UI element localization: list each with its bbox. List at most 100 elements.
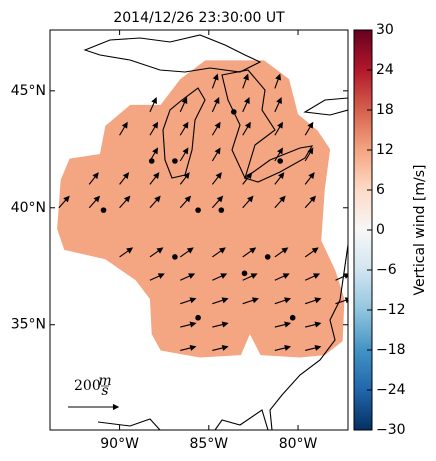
wind-vector: [179, 147, 189, 162]
wind-vector: [149, 121, 159, 136]
colorbar-label: Vertical wind [m/s]: [412, 165, 428, 296]
wind-vector: [149, 96, 157, 113]
x-tick-label: 85°W: [189, 436, 228, 452]
wind-vector: [180, 273, 196, 281]
wind-vector: [149, 247, 164, 258]
wind-vector: [179, 195, 192, 209]
station: [195, 207, 201, 213]
colorbar-tick-label: −24: [376, 382, 406, 398]
x-tick-label: 90°W: [100, 436, 139, 452]
station: [148, 158, 155, 164]
wind-vector: [304, 147, 314, 162]
wind-vector: [212, 297, 229, 305]
wind-vector: [211, 172, 222, 185]
wind-vector: [212, 273, 228, 281]
colorbar-tick-label: −12: [376, 302, 406, 318]
wind-vector: [88, 172, 99, 185]
wind-vector: [304, 247, 319, 258]
colorbar-tick-label: 18: [376, 102, 394, 118]
wind-vector: [212, 247, 226, 258]
wind-vector: [212, 344, 229, 352]
colorbar-tick-label: 6: [376, 182, 385, 198]
station: [218, 207, 225, 213]
wind-field: [57, 60, 345, 358]
wind-vector: [149, 195, 161, 209]
wind-vector: [335, 297, 348, 305]
wind-vector: [211, 147, 221, 162]
key-unit-numerator: m: [98, 373, 111, 389]
east-coast: [269, 244, 348, 430]
lake-erie: [243, 145, 314, 183]
wind-vector: [242, 247, 257, 258]
wind-vector: [149, 172, 160, 185]
wind-vector: [180, 297, 197, 305]
wind-vector: [180, 344, 197, 352]
wind-vector: [119, 121, 128, 136]
colorbar-tick-label: −6: [376, 262, 397, 278]
lake-superior: [83, 34, 262, 73]
wind-vector: [305, 344, 322, 352]
wind-vector: [304, 172, 315, 185]
colorbar-tick-label: 12: [376, 142, 394, 158]
key-speed: 200: [74, 378, 101, 394]
wind-vector: [242, 96, 250, 113]
wind-vector: [274, 73, 282, 89]
wind-vector: [212, 321, 229, 328]
y-tick-label: 35°N: [11, 317, 46, 333]
wind-vector: [304, 121, 314, 136]
wind-vector: [274, 273, 290, 281]
station: [172, 158, 178, 164]
wind-vector: [274, 96, 282, 113]
wind-vector: [274, 172, 285, 185]
wind-vector: [179, 172, 190, 185]
chart-title: 2014/12/26 23:30:00 UT: [113, 10, 285, 26]
y-tick-label: 45°N: [11, 83, 46, 99]
station: [100, 207, 107, 213]
wind-vector: [211, 195, 224, 209]
key-unit-denominator: s: [101, 383, 108, 399]
station: [264, 254, 271, 260]
wind-vector: [304, 195, 317, 209]
station: [241, 270, 248, 277]
wind-vector: [179, 121, 189, 136]
wind-vector: [211, 121, 221, 136]
wind-vector: [242, 195, 254, 209]
wind-vector: [180, 321, 197, 328]
colorbar-tick-label: 0: [376, 222, 385, 238]
map-area: [57, 60, 348, 358]
wind-vector: [211, 96, 220, 113]
y-tick-label: 40°N: [11, 200, 46, 216]
wind-vector: [242, 73, 249, 89]
lake-huron: [221, 69, 276, 180]
wind-vector: [149, 273, 165, 281]
wind-vector: [304, 273, 321, 281]
colorbar-tick-label: −18: [376, 342, 406, 358]
wind-vector: [119, 195, 131, 209]
wind-vector: [242, 121, 251, 136]
wind-vector: [179, 247, 194, 258]
colorbar-tick-label: −30: [376, 422, 406, 438]
wind-vector: [88, 195, 101, 209]
coastlines: [83, 34, 348, 430]
wind-vector: [242, 297, 259, 305]
wind-vector: [305, 297, 322, 305]
wind-vector: [274, 344, 292, 352]
station: [277, 158, 283, 164]
colorbar-tick-label: 24: [376, 62, 394, 78]
wind-vector: [335, 273, 348, 281]
lake-michigan: [162, 87, 206, 179]
x-tick-label: 80°W: [279, 436, 318, 452]
wind-vector: [274, 247, 289, 258]
wind-vector: [211, 73, 219, 89]
wind-vector: [119, 172, 130, 185]
wind-vector: [179, 96, 188, 113]
wind-vector: [242, 172, 253, 185]
key-arrow: [68, 403, 120, 411]
station: [195, 314, 201, 321]
station: [172, 254, 178, 260]
wind-vector: [305, 321, 322, 328]
wind-vector: [119, 247, 134, 258]
wind-vector: [242, 273, 258, 281]
wind-vector: [274, 121, 283, 136]
